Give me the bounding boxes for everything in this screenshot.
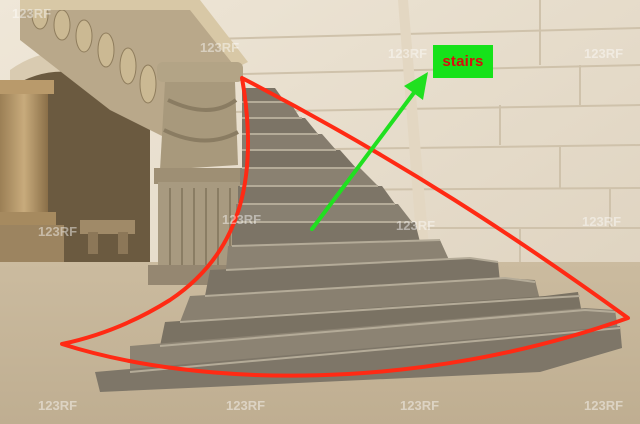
building-corner [398, 0, 430, 262]
stairs-label: stairs [442, 53, 484, 70]
pointer-arrow [310, 88, 418, 231]
newel-post [160, 82, 238, 170]
stairs-outline [60, 76, 630, 378]
bench [80, 220, 135, 234]
stair-edges [129, 101, 621, 373]
newel-cap [157, 62, 243, 82]
stairs-label-box: stairs [433, 45, 493, 78]
arrow-head [404, 72, 428, 100]
newel-base [158, 182, 240, 272]
